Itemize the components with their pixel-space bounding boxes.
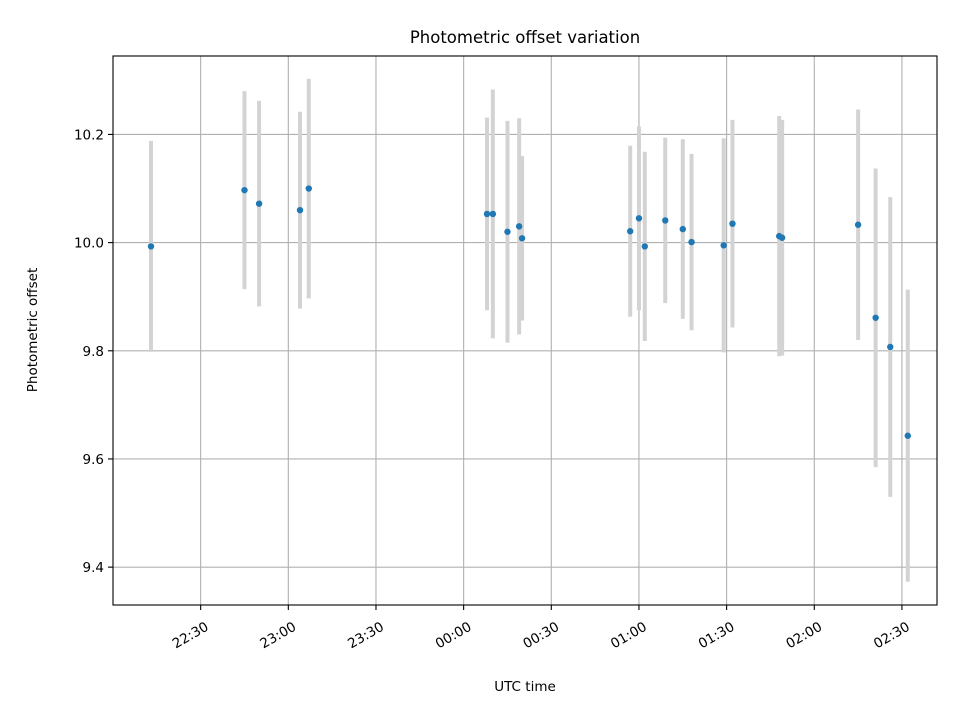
x-tick-label: 01:30 (696, 619, 738, 652)
data-point (483, 210, 491, 218)
data-point (904, 432, 911, 439)
x-tick-label: 00:00 (433, 619, 475, 652)
data-point (887, 343, 894, 351)
y-tick-label: 9.6 (83, 452, 104, 468)
y-tick-label: 10.2 (74, 127, 104, 143)
error-bars (148, 78, 910, 582)
y-axis-label: Photometric offset (25, 268, 41, 392)
data-point (641, 243, 649, 250)
data-markers (147, 185, 911, 439)
data-point (504, 228, 511, 235)
x-tick-label: 00:30 (520, 619, 562, 652)
data-point (241, 186, 248, 194)
data-point (255, 200, 263, 207)
data-point (729, 220, 736, 227)
data-point (662, 217, 669, 224)
x-tick-label: 02:30 (871, 619, 913, 652)
data-point (147, 243, 155, 250)
chart-title: Photometric offset variation (410, 28, 640, 47)
data-point (854, 221, 862, 228)
plot-frame (112, 55, 938, 606)
data-point (778, 234, 786, 241)
x-tick-label: 02:00 (783, 619, 825, 652)
x-tick-label: 23:30 (345, 619, 387, 652)
y-tick-label: 9.8 (83, 344, 104, 360)
data-point (688, 238, 695, 246)
y-tick-label: 10.0 (74, 236, 104, 252)
data-point (679, 225, 686, 233)
x-tick-label: 22:30 (170, 619, 212, 652)
x-tick-label: 01:00 (608, 619, 650, 652)
x-axis-ticks: 22:30 23:00 23:30 00:00 00:30 01:00 01:30 02:00… (170, 605, 913, 652)
data-point (489, 210, 497, 218)
data-point (305, 185, 312, 192)
data-point (626, 228, 634, 235)
data-point (872, 314, 879, 321)
y-tick-label: 9.4 (83, 560, 104, 576)
data-point (518, 235, 526, 242)
x-tick-label: 23:00 (257, 619, 299, 652)
y-axis-ticks: 9.4 9.6 9.8 10.0 10.2 (74, 127, 113, 576)
data-point (720, 242, 727, 249)
data-point (515, 223, 523, 230)
x-axis-label: UTC time (494, 679, 556, 695)
data-point (296, 206, 304, 214)
grid (113, 56, 937, 605)
data-point (635, 215, 643, 222)
